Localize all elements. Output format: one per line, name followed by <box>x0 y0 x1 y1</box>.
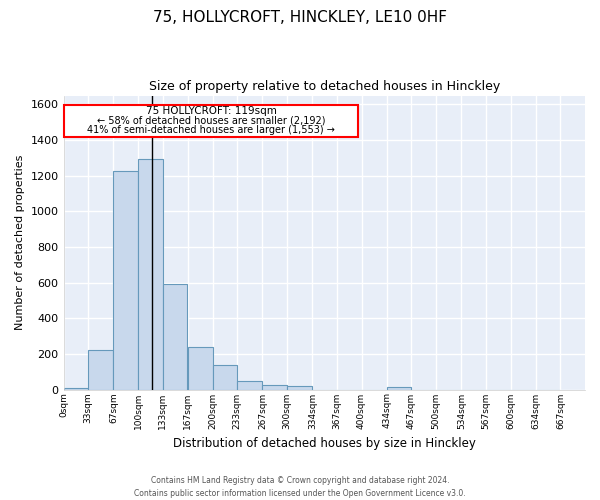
Bar <box>64 388 88 390</box>
Bar <box>387 387 412 390</box>
Text: 75 HOLLYCROFT: 119sqm: 75 HOLLYCROFT: 119sqm <box>146 106 277 116</box>
Text: Contains HM Land Registry data © Crown copyright and database right 2024.
Contai: Contains HM Land Registry data © Crown c… <box>134 476 466 498</box>
Text: 41% of semi-detached houses are larger (1,553) →: 41% of semi-detached houses are larger (… <box>87 125 335 135</box>
Text: 75, HOLLYCROFT, HINCKLEY, LE10 0HF: 75, HOLLYCROFT, HINCKLEY, LE10 0HF <box>153 10 447 25</box>
X-axis label: Distribution of detached houses by size in Hinckley: Distribution of detached houses by size … <box>173 437 476 450</box>
Title: Size of property relative to detached houses in Hinckley: Size of property relative to detached ho… <box>149 80 500 93</box>
Bar <box>212 364 237 390</box>
FancyBboxPatch shape <box>64 106 358 138</box>
Bar <box>287 386 311 390</box>
Bar <box>163 284 187 390</box>
Bar <box>113 172 138 390</box>
Bar <box>237 380 262 390</box>
Bar <box>188 348 212 390</box>
Bar <box>88 350 113 390</box>
Bar <box>138 159 163 390</box>
Y-axis label: Number of detached properties: Number of detached properties <box>15 155 25 330</box>
Text: ← 58% of detached houses are smaller (2,192): ← 58% of detached houses are smaller (2,… <box>97 116 325 126</box>
Bar <box>262 385 287 390</box>
